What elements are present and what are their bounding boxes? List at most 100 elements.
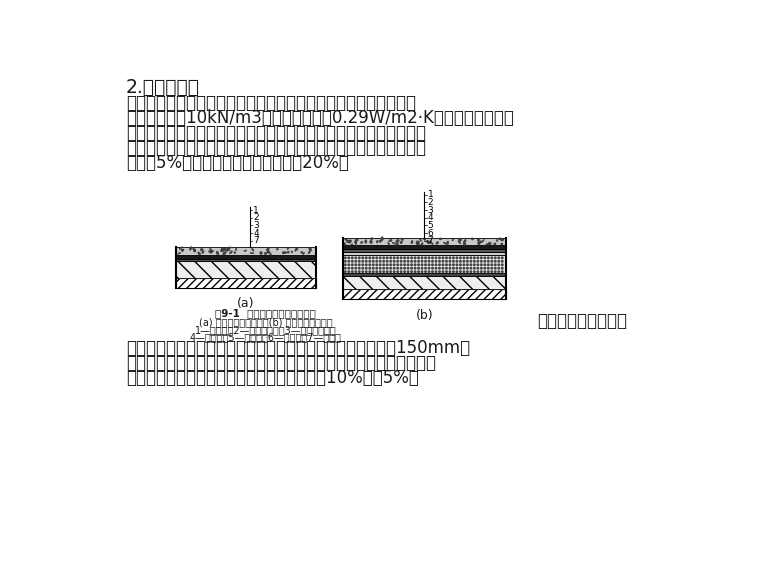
Circle shape — [439, 257, 440, 259]
Bar — [343, 246, 505, 249]
Circle shape — [418, 264, 420, 266]
Circle shape — [484, 260, 486, 262]
Ellipse shape — [439, 238, 442, 240]
Circle shape — [449, 257, 451, 259]
Circle shape — [473, 260, 475, 262]
Circle shape — [394, 267, 395, 269]
Ellipse shape — [208, 251, 212, 253]
Circle shape — [439, 267, 440, 269]
Text: 5: 5 — [427, 221, 433, 230]
Ellipse shape — [501, 243, 503, 245]
Ellipse shape — [350, 244, 353, 246]
Circle shape — [484, 271, 486, 272]
Bar — [176, 278, 316, 288]
Circle shape — [421, 267, 423, 269]
Circle shape — [407, 267, 409, 269]
Circle shape — [495, 260, 496, 262]
Circle shape — [491, 260, 492, 262]
Circle shape — [498, 257, 499, 259]
Circle shape — [463, 271, 464, 272]
Ellipse shape — [287, 247, 289, 250]
Circle shape — [439, 264, 440, 266]
Text: 7: 7 — [253, 237, 259, 245]
Ellipse shape — [296, 248, 298, 250]
Circle shape — [456, 260, 458, 262]
Circle shape — [432, 267, 433, 269]
Ellipse shape — [464, 243, 466, 246]
Circle shape — [502, 260, 503, 262]
Circle shape — [467, 257, 468, 259]
Circle shape — [390, 260, 391, 262]
Ellipse shape — [234, 252, 236, 254]
Circle shape — [369, 260, 371, 262]
Circle shape — [449, 264, 451, 266]
Circle shape — [445, 257, 447, 259]
Ellipse shape — [488, 242, 491, 245]
Ellipse shape — [392, 242, 395, 244]
Circle shape — [344, 271, 346, 272]
Circle shape — [502, 264, 503, 266]
Circle shape — [372, 260, 374, 262]
Circle shape — [390, 257, 391, 259]
Circle shape — [359, 271, 360, 272]
Circle shape — [404, 257, 405, 259]
Circle shape — [460, 257, 461, 259]
Circle shape — [359, 264, 360, 266]
Circle shape — [480, 260, 482, 262]
Ellipse shape — [416, 241, 418, 245]
Circle shape — [359, 260, 360, 262]
Circle shape — [449, 260, 451, 262]
Ellipse shape — [447, 241, 448, 245]
Ellipse shape — [478, 241, 482, 243]
Circle shape — [439, 271, 440, 272]
Circle shape — [362, 257, 363, 259]
Circle shape — [463, 267, 464, 269]
Circle shape — [421, 264, 423, 266]
Circle shape — [460, 267, 461, 269]
Ellipse shape — [344, 238, 348, 241]
Ellipse shape — [295, 249, 296, 251]
Circle shape — [453, 260, 454, 262]
Text: 得超过5%，水硬性胶结材料不得超过20%。: 得超过5%，水硬性胶结材料不得超过20%。 — [126, 154, 349, 172]
Circle shape — [366, 260, 367, 262]
Text: 压实程度与厚度应事先根据设计要求试验确定，保温层压实后不得在上: 压实程度与厚度应事先根据设计要求试验确定，保温层压实后不得在上 — [126, 355, 436, 372]
Circle shape — [487, 264, 489, 266]
Circle shape — [376, 267, 378, 269]
Circle shape — [418, 267, 420, 269]
Bar — [343, 275, 505, 290]
Circle shape — [473, 271, 475, 272]
Ellipse shape — [178, 253, 181, 254]
Circle shape — [386, 271, 388, 272]
Circle shape — [386, 257, 388, 259]
Circle shape — [407, 271, 409, 272]
Circle shape — [359, 267, 360, 269]
Circle shape — [414, 267, 416, 269]
Circle shape — [495, 267, 496, 269]
Circle shape — [394, 257, 395, 259]
Bar — [343, 255, 505, 273]
Circle shape — [491, 264, 492, 266]
Circle shape — [390, 271, 391, 272]
Circle shape — [369, 267, 371, 269]
Circle shape — [352, 267, 353, 269]
Circle shape — [456, 267, 458, 269]
Circle shape — [414, 257, 416, 259]
Circle shape — [435, 260, 437, 262]
Ellipse shape — [420, 238, 422, 242]
Circle shape — [456, 257, 458, 259]
Text: 料容重应小于10kN/m3，导热系数小于0.29W/m2·K；应具有较好的防: 料容重应小于10kN/m3，导热系数小于0.29W/m2·K；应具有较好的防 — [126, 109, 514, 127]
Ellipse shape — [371, 237, 372, 241]
Circle shape — [397, 264, 398, 266]
Circle shape — [397, 260, 398, 262]
Circle shape — [411, 271, 413, 272]
Ellipse shape — [411, 241, 413, 244]
Circle shape — [366, 271, 367, 272]
Circle shape — [460, 264, 461, 266]
Circle shape — [397, 257, 398, 259]
Circle shape — [369, 271, 371, 272]
Ellipse shape — [210, 249, 212, 251]
Text: 1: 1 — [427, 190, 433, 199]
Circle shape — [355, 264, 356, 266]
Circle shape — [386, 260, 388, 262]
Ellipse shape — [360, 241, 363, 243]
